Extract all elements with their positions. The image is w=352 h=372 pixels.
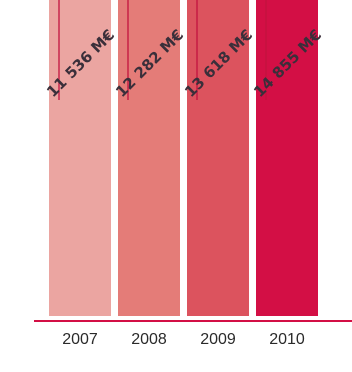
x-tick-label-2009: 2009 (200, 331, 236, 348)
x-tick-label-2007: 2007 (62, 331, 98, 348)
x-tick-label-2008: 2008 (131, 331, 167, 348)
x-tick-label-2010: 2010 (269, 331, 305, 348)
